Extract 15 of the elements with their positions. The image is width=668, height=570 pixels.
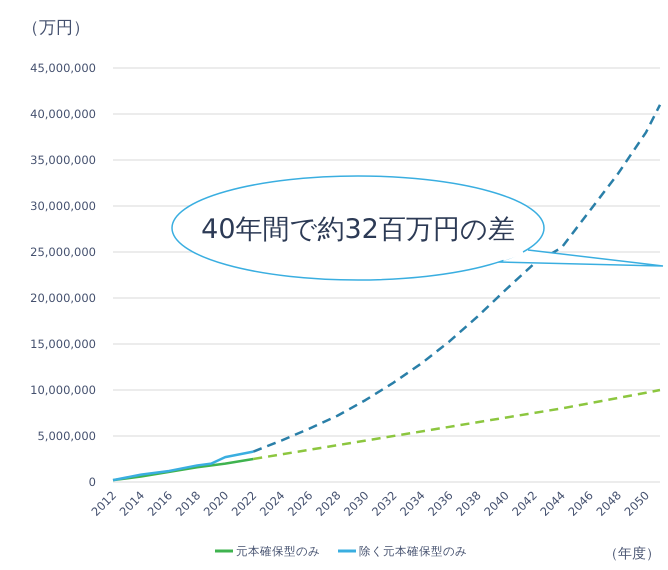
y-tick-label: 40,000,000: [30, 107, 96, 121]
y-tick-label: 10,000,000: [30, 383, 96, 397]
annotation: 40年間で約32百万円の差: [201, 214, 515, 245]
y-tick-label: 45,000,000: [30, 61, 96, 75]
y-tick-label: 35,000,000: [30, 153, 96, 167]
y-tick-label: 30,000,000: [30, 199, 96, 213]
y-tick-label: 5,000,000: [37, 429, 96, 443]
y-tick-label: 25,000,000: [30, 245, 96, 259]
y-axis-title: （万円）: [22, 18, 90, 38]
legend-label: 除く元本確保型のみ: [359, 544, 467, 558]
y-tick-label: 0: [88, 475, 96, 489]
y-tick-label: 15,000,000: [30, 337, 96, 351]
x-axis-title: （年度）: [604, 546, 660, 562]
legend-label: 元本確保型のみ: [236, 544, 320, 558]
y-tick-label: 20,000,000: [30, 291, 96, 305]
